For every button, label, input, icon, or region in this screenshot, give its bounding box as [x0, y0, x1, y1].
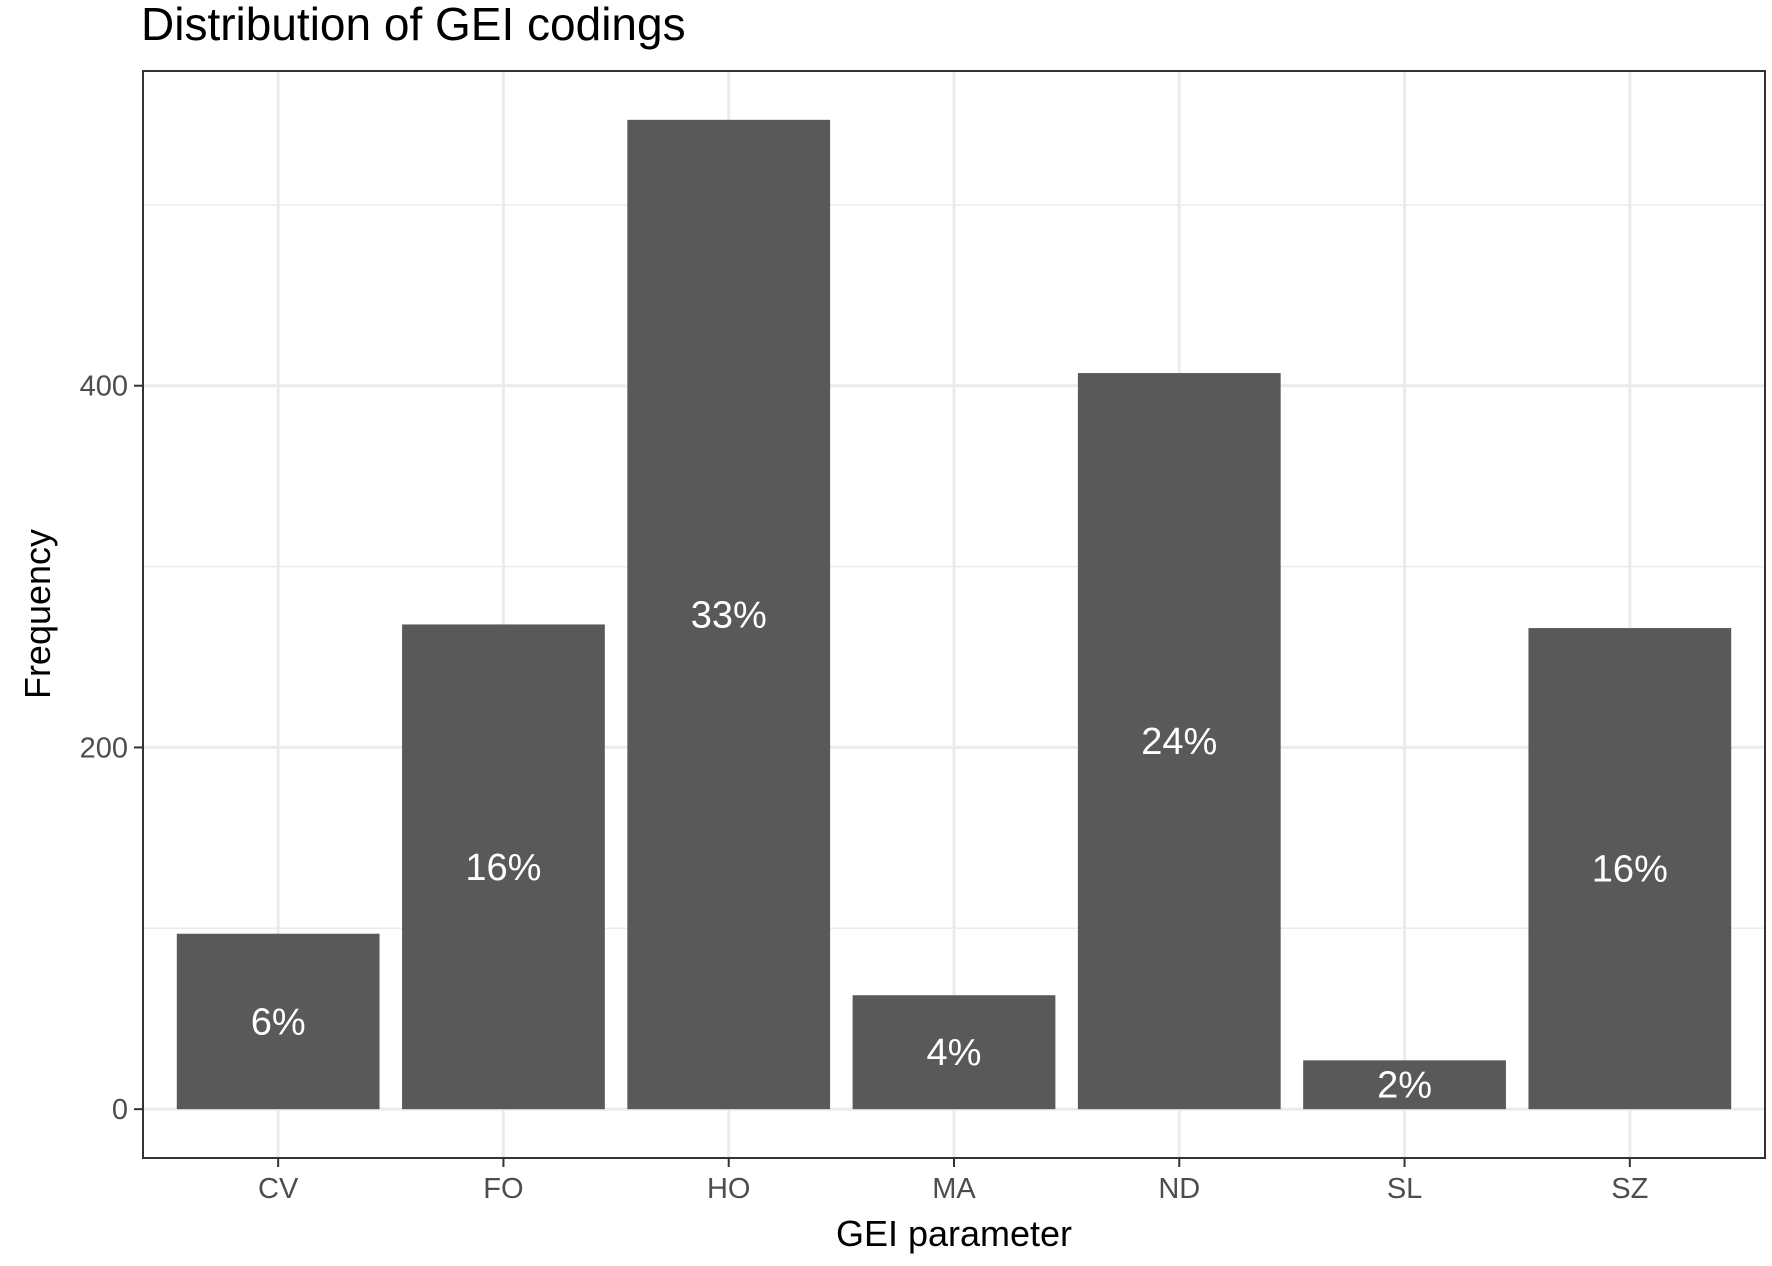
x-tick-label-cv: CV [258, 1173, 299, 1205]
chart-title: Distribution of GEI codings [141, 0, 686, 50]
x-tick-label-ho: HO [707, 1173, 751, 1205]
bar-label-cv: 6% [251, 1001, 306, 1043]
bar-sz [1528, 628, 1732, 1110]
bar-label-sz: 16% [1592, 849, 1668, 891]
x-tick-label-sz: SZ [1611, 1173, 1648, 1205]
bar-labels: 6% 16% 33% 4% 24% 2% 16% [251, 595, 1668, 1107]
y-axis: 0 200 400 [80, 371, 143, 1126]
x-tick-label-nd: ND [1158, 1173, 1200, 1205]
bar-ma [852, 995, 1056, 1110]
bar-sl [1303, 1060, 1506, 1110]
bar-ho [627, 119, 831, 1110]
y-axis-title: Frequency [17, 529, 58, 699]
bar-nd [1077, 373, 1281, 1110]
bars [176, 119, 1732, 1110]
x-tick-label-ma: MA [932, 1173, 976, 1205]
y-tick-label: 400 [80, 371, 128, 403]
bar-label-sl: 2% [1377, 1065, 1432, 1107]
bar-label-nd: 24% [1141, 721, 1217, 763]
y-tick-label: 0 [112, 1094, 128, 1126]
bar-cv [176, 933, 380, 1110]
x-tick-label-fo: FO [483, 1173, 523, 1205]
y-tick-label: 200 [80, 732, 128, 764]
bar-label-ho: 33% [691, 595, 767, 637]
x-axis: CV FO HO MA ND SL SZ [258, 1158, 1648, 1205]
x-tick-label-sl: SL [1387, 1173, 1422, 1205]
bar-label-fo: 16% [465, 847, 541, 889]
plot-panel: 6% 16% 33% 4% 24% 2% 16% [142, 70, 1766, 1159]
bar-label-ma: 4% [927, 1032, 982, 1074]
bar-fo [402, 624, 605, 1110]
x-axis-title: GEI parameter [836, 1213, 1072, 1254]
